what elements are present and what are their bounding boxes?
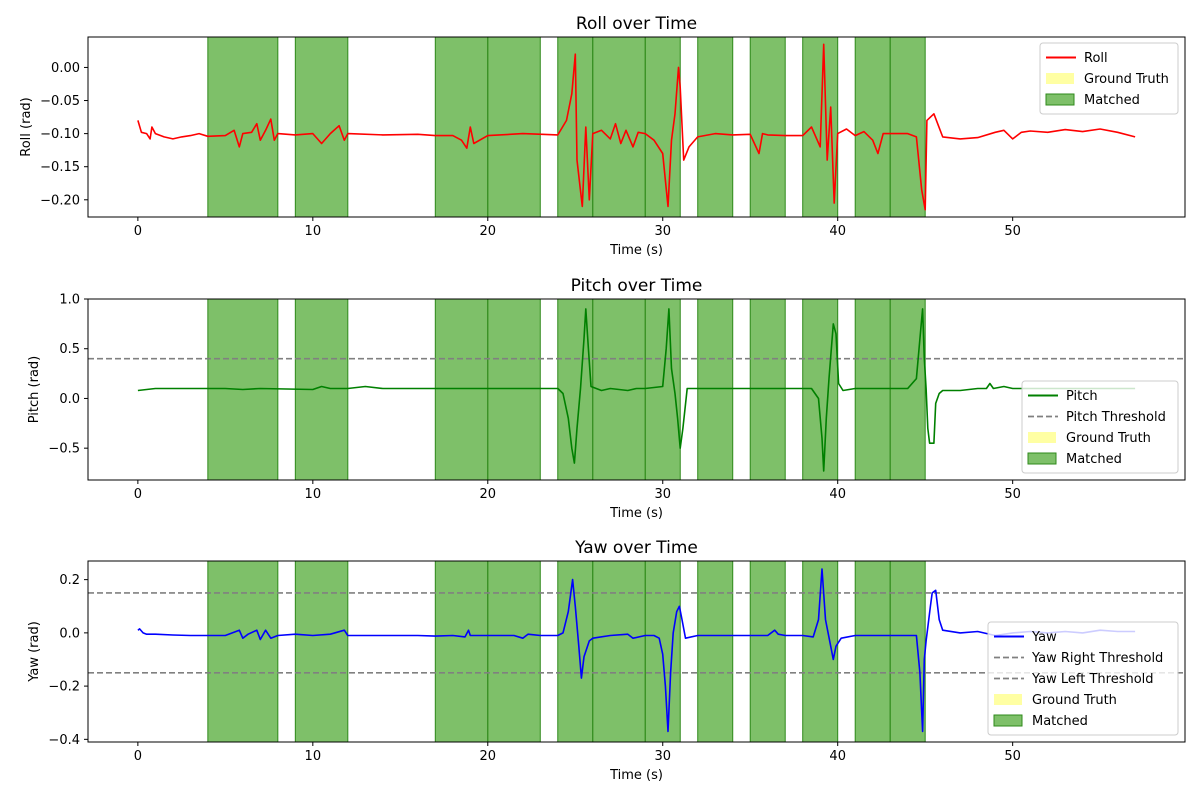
y-tick-label: 0.5: [59, 342, 80, 357]
matched-region: [207, 560, 279, 743]
legend-label: Yaw Right Threshold: [1031, 651, 1163, 666]
x-tick-label: 40: [829, 224, 846, 239]
x-tick-label: 30: [654, 224, 671, 239]
matched-region: [889, 560, 926, 743]
y-tick-label: −0.4: [48, 733, 80, 748]
legend-handle-patch: [1028, 432, 1056, 443]
x-tick-label: 0: [134, 487, 142, 502]
y-tick-label: −0.20: [40, 193, 80, 208]
y-tick-label: 0.00: [51, 61, 80, 76]
legend-label: Pitch: [1066, 389, 1098, 404]
x-tick-label: 0: [134, 749, 142, 764]
legend-label: Roll: [1084, 51, 1108, 66]
matched-region: [697, 560, 734, 743]
legend-box: [1021, 380, 1179, 474]
x-tick-label: 50: [1004, 224, 1021, 239]
y-tick-label: 1.0: [59, 293, 80, 308]
axes-frame: [87, 560, 1186, 743]
y-tick-label: −0.5: [48, 442, 80, 457]
x-tick-label: 10: [305, 749, 322, 764]
y-tick-label: −0.15: [40, 160, 80, 175]
matched-region: [889, 36, 926, 218]
subplot-pitch: 0 10 20 30 40 50 1.0 0.5 0.0 −0.5 Pitch over Time T…: [27, 276, 1186, 521]
matched-region: [697, 36, 734, 218]
chart-title: Roll over Time: [576, 14, 697, 34]
series-line-roll: [137, 43, 1136, 211]
legend-label: Yaw: [1031, 630, 1057, 645]
matched-region: [592, 560, 646, 743]
x-tick-label: 30: [654, 749, 671, 764]
legend-handle-patch: [994, 694, 1022, 705]
matched-region: [487, 36, 541, 218]
series-line-pitch: [137, 308, 1136, 472]
matched-region: [749, 36, 786, 218]
legend-label: Matched: [1084, 93, 1140, 108]
subplot-roll: 0 10 20 30 40 50 0.00 −0.05 −0.10 −0.15 −0.20 Roll …: [19, 14, 1186, 258]
matched-region: [889, 298, 926, 481]
matched-region: [487, 560, 541, 743]
matched-region: [854, 298, 891, 481]
x-tick-label: 50: [1004, 749, 1021, 764]
matched-region: [487, 298, 541, 481]
legend-label: Matched: [1066, 452, 1122, 467]
x-tick-label: 40: [829, 487, 846, 502]
matched-region: [557, 560, 594, 743]
chart-title: Yaw over Time: [574, 538, 698, 558]
y-tick-label: 0.0: [59, 392, 80, 407]
matched-region: [434, 36, 489, 218]
x-axis-label: Time (s): [609, 768, 663, 783]
legend: Yaw Yaw Right Threshold Yaw Left Threshold…: [987, 621, 1179, 736]
matched-region: [854, 36, 891, 218]
legend-handle-patch: [1046, 73, 1074, 84]
matched-region: [854, 560, 891, 743]
matched-region: [434, 298, 489, 481]
matched-region: [434, 560, 489, 743]
matched-region: [294, 560, 349, 743]
matched-region: [749, 298, 786, 481]
x-tick-label: 20: [480, 749, 497, 764]
legend-label: Ground Truth: [1066, 431, 1151, 446]
y-axis-label: Yaw (rad): [27, 621, 42, 683]
legend-label: Yaw Left Threshold: [1031, 672, 1154, 687]
x-tick-label: 50: [1004, 487, 1021, 502]
axes-frame: [87, 298, 1186, 481]
matched-region: [207, 36, 279, 218]
y-axis-label: Roll (rad): [19, 97, 34, 156]
y-tick-label: −0.10: [40, 127, 80, 142]
legend: Roll Ground Truth Matched: [1039, 42, 1179, 115]
x-tick-label: 30: [654, 487, 671, 502]
legend: Pitch Pitch Threshold Ground Truth Matched: [1021, 380, 1179, 474]
axes-frame: [87, 36, 1186, 218]
matched-region: [749, 560, 786, 743]
x-tick-label: 20: [480, 224, 497, 239]
y-axis-label: Pitch (rad): [27, 356, 42, 424]
subplot-yaw: 0 10 20 30 40 50 0.2 0.0 −0.2 −0.4 Yaw over Time Ti…: [27, 538, 1186, 783]
x-tick-label: 0: [134, 224, 142, 239]
legend-label: Matched: [1032, 714, 1088, 729]
x-axis-label: Time (s): [609, 243, 663, 258]
legend-handle-patch: [1045, 93, 1075, 106]
y-tick-label: −0.2: [48, 680, 80, 695]
matched-region: [697, 298, 734, 481]
y-tick-label: 0.0: [59, 626, 80, 641]
x-tick-label: 10: [305, 224, 322, 239]
chart-title: Pitch over Time: [571, 276, 703, 296]
matched-region: [644, 36, 681, 218]
x-axis-label: Time (s): [609, 506, 663, 521]
legend-handle-patch: [993, 714, 1023, 727]
x-tick-label: 10: [305, 487, 322, 502]
legend-box: [987, 621, 1179, 736]
legend-label: Ground Truth: [1084, 72, 1169, 87]
legend-handle-patch: [1027, 452, 1057, 465]
x-tick-label: 20: [480, 487, 497, 502]
x-tick-label: 40: [829, 749, 846, 764]
legend-label: Pitch Threshold: [1066, 410, 1166, 425]
legend-label: Ground Truth: [1032, 693, 1117, 708]
y-tick-label: −0.05: [40, 94, 80, 109]
y-tick-label: 0.2: [59, 573, 80, 588]
matched-region: [592, 36, 646, 218]
series-line-yaw: [137, 568, 1136, 733]
